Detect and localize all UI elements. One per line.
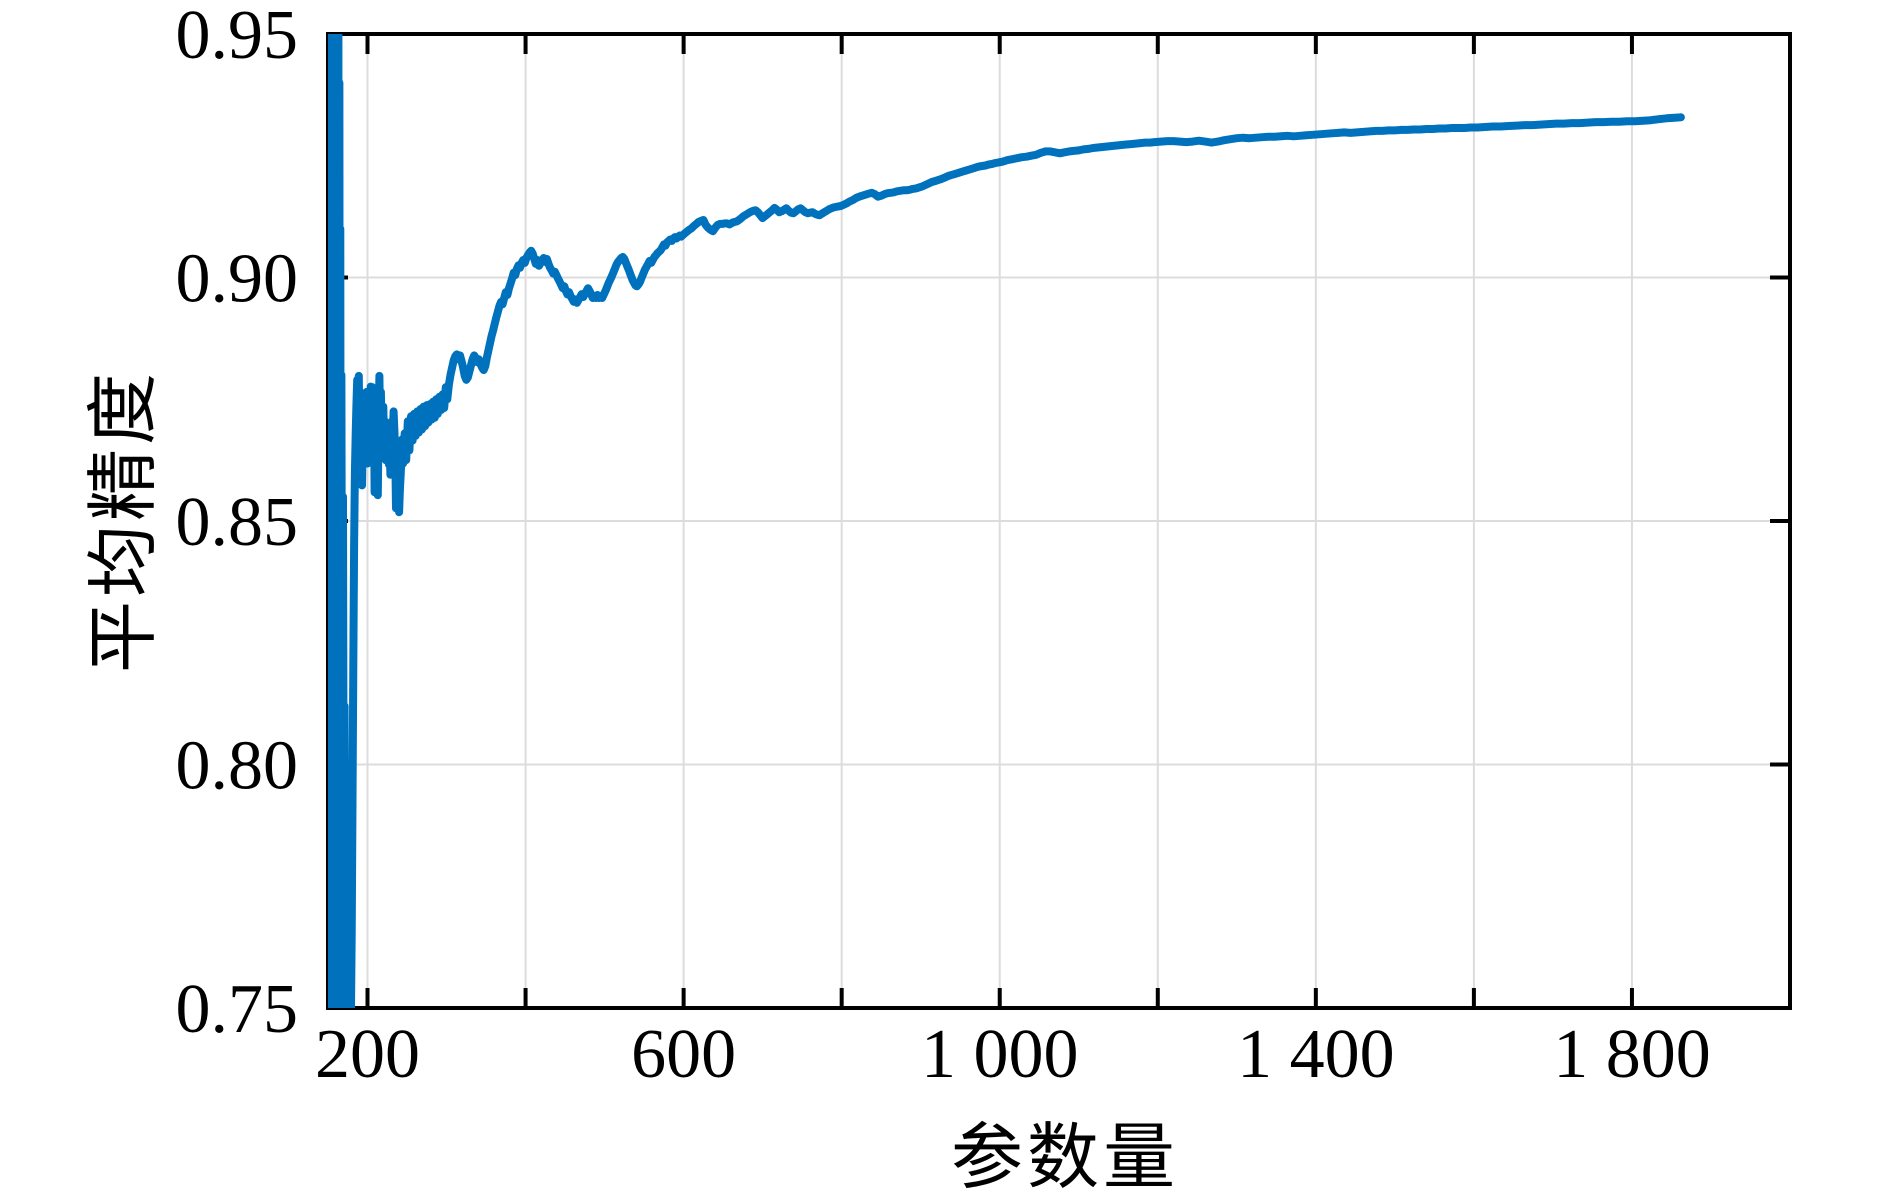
y-tick-label: 0.75 xyxy=(176,971,299,1048)
y-tick-label: 0.90 xyxy=(176,241,299,318)
y-tick-labels: 0.75 0.80 0.85 0.90 0.95 xyxy=(176,0,299,1048)
y-axis-label: 平均精度 xyxy=(84,369,164,673)
x-tick-label: 1 400 xyxy=(1237,1016,1395,1093)
x-axis-label: 参数量 xyxy=(951,1118,1179,1194)
series-line-layer xyxy=(328,34,1685,1008)
y-tick-label: 0.80 xyxy=(176,728,299,805)
grid-layer xyxy=(328,34,1790,1008)
y-tick-label: 0.95 xyxy=(176,0,299,74)
y-tick-label: 0.85 xyxy=(176,484,299,561)
x-tick-label: 600 xyxy=(631,1016,736,1093)
x-tick-labels: 200 600 1 000 1 400 1 800 xyxy=(315,1016,1711,1093)
x-tick-label: 200 xyxy=(315,1016,420,1093)
x-tick-label: 1 000 xyxy=(921,1016,1079,1093)
data-line-平均精度 xyxy=(328,34,1685,1008)
x-tick-label: 1 800 xyxy=(1553,1016,1711,1093)
